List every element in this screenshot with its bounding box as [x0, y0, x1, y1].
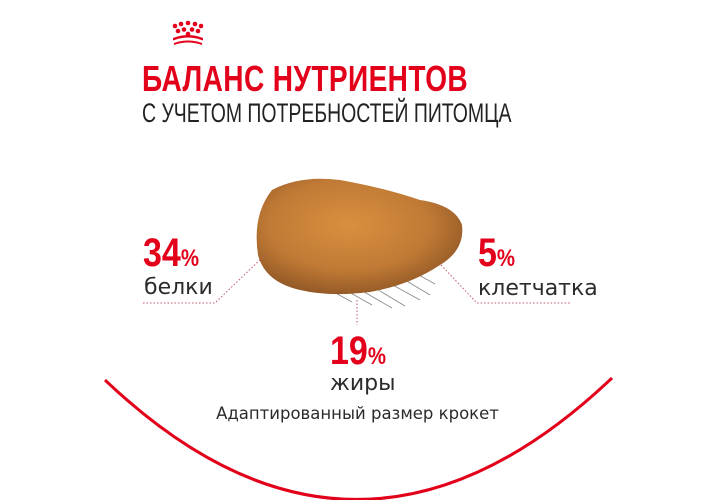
footer-caption: Адаптированный размер крокет [216, 404, 499, 423]
fat-unit: % [367, 343, 386, 370]
fiber-unit: % [496, 245, 516, 272]
fiber-value: 5% [478, 233, 515, 279]
fat-value: 19% [330, 331, 386, 377]
crown-icon [172, 20, 204, 45]
kibble-image [256, 178, 463, 295]
page-subtitle: С УЧЕТОМ ПОТРЕБНОСТЕЙ ПИТОМЦА [142, 98, 512, 128]
protein-label: белки [144, 275, 213, 300]
page-title: БАЛАНС НУТРИЕНТОВ [142, 58, 469, 99]
protein-number: 34 [143, 231, 181, 275]
protein-unit: % [180, 245, 199, 272]
fiber-label: клетчатка [478, 276, 598, 301]
protein-value: 34% [143, 233, 199, 279]
fiber-number: 5 [478, 231, 497, 275]
red-arc [103, 376, 614, 500]
fat-number: 19 [330, 329, 368, 373]
fat-label: жиры [330, 371, 396, 396]
